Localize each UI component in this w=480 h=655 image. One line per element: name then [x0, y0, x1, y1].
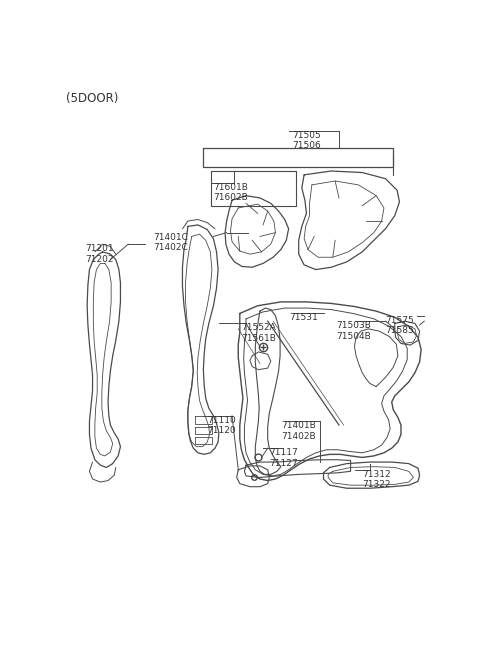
Text: 71601B
71602B: 71601B 71602B	[214, 183, 248, 202]
Text: (5DOOR): (5DOOR)	[66, 92, 119, 105]
Text: 71531: 71531	[289, 314, 318, 322]
Text: 71401B
71402B: 71401B 71402B	[281, 421, 316, 441]
Text: 71552A
71561B: 71552A 71561B	[241, 324, 276, 343]
Text: 71201
71202: 71201 71202	[85, 244, 113, 263]
Text: 71110
71120: 71110 71120	[207, 416, 236, 436]
Text: 71503B
71504B: 71503B 71504B	[336, 321, 371, 341]
Text: 71401C
71402C: 71401C 71402C	[153, 233, 188, 252]
Text: 71575
71585: 71575 71585	[385, 316, 414, 335]
Text: 71312
71322: 71312 71322	[362, 470, 391, 489]
Text: 71117
71127: 71117 71127	[269, 448, 298, 468]
Text: 71505
71506: 71505 71506	[292, 131, 321, 151]
